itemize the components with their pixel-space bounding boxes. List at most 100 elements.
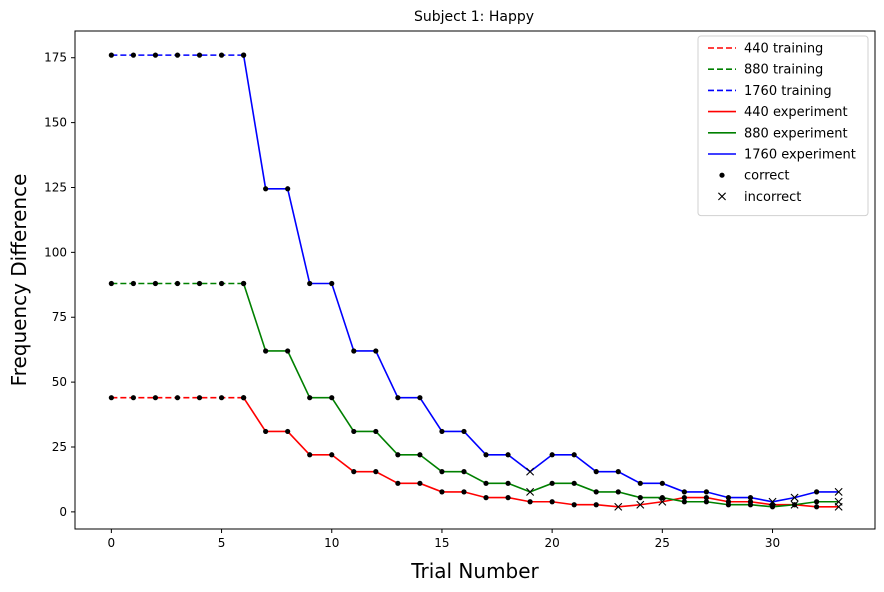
point-correct — [505, 494, 511, 501]
point-correct — [174, 280, 181, 287]
point-incorrect — [834, 487, 843, 496]
point-incorrect-stroke — [614, 502, 623, 511]
point-incorrect — [614, 502, 623, 511]
plot-area — [108, 52, 843, 511]
series-line-440-experiment — [242, 397, 839, 508]
point-correct — [240, 280, 247, 287]
point-correct — [747, 494, 754, 501]
point-correct — [615, 489, 621, 495]
point-correct — [329, 452, 335, 458]
point-correct — [108, 395, 114, 401]
legend: 440 training 880 training 1760 training 440… — [697, 35, 869, 217]
y-tick-label: 100 — [44, 245, 67, 259]
point-correct — [395, 452, 401, 458]
point-correct — [285, 348, 291, 354]
point-correct — [108, 280, 114, 287]
y-axis-label: Frequency Difference — [7, 174, 31, 387]
point-correct — [439, 428, 445, 435]
point-correct — [152, 280, 159, 287]
point-correct — [373, 348, 379, 354]
point-correct — [351, 348, 357, 354]
point-incorrect-stroke — [526, 467, 535, 476]
x-tick-label: 30 — [765, 536, 780, 550]
point-correct — [747, 502, 754, 508]
point-correct — [571, 480, 577, 486]
point-correct — [703, 494, 710, 501]
point-correct — [791, 502, 798, 508]
point-correct — [725, 502, 732, 508]
legend-label: incorrect — [744, 190, 801, 205]
point-correct — [461, 469, 467, 475]
point-correct — [218, 395, 225, 401]
point-correct — [681, 494, 687, 501]
legend-handle-x — [718, 192, 726, 201]
x-axis-label: Trial Number — [410, 559, 539, 583]
legend-label: 1760 experiment — [744, 148, 856, 163]
point-incorrect-stroke — [526, 487, 535, 496]
point-incorrect — [768, 497, 777, 506]
point-correct — [174, 52, 181, 58]
point-correct — [813, 499, 820, 505]
point-incorrect — [636, 500, 645, 509]
point-incorrect-stroke — [658, 497, 667, 506]
y-tick-label: 175 — [44, 51, 67, 65]
point-correct — [218, 280, 225, 287]
point-correct — [769, 504, 776, 510]
point-correct — [571, 452, 577, 458]
point-correct — [681, 499, 687, 505]
point-correct — [263, 186, 269, 192]
point-correct — [593, 489, 599, 495]
point-correct — [130, 52, 137, 58]
point-incorrect-stroke — [790, 493, 799, 502]
point-correct — [329, 395, 335, 401]
point-incorrect — [526, 487, 535, 496]
point-correct — [703, 499, 710, 505]
point-correct — [659, 494, 665, 501]
legend-label: 440 training — [744, 42, 823, 57]
point-correct — [483, 480, 489, 486]
point-correct — [637, 494, 643, 501]
legend-label: correct — [744, 169, 790, 184]
point-incorrect — [790, 493, 799, 502]
legend-handle-dot — [719, 172, 725, 178]
point-correct — [285, 428, 291, 435]
x-tick-label: 15 — [434, 536, 449, 550]
point-incorrect — [834, 497, 843, 506]
point-correct — [439, 489, 445, 495]
point-correct — [461, 489, 467, 495]
point-correct — [218, 52, 225, 58]
legend-box — [697, 35, 869, 217]
point-correct — [351, 469, 357, 475]
point-correct — [813, 489, 820, 495]
point-correct — [108, 52, 114, 58]
y-tick-label: 25 — [52, 440, 67, 454]
point-correct — [593, 469, 599, 475]
y-tick-label: 125 — [44, 180, 67, 194]
point-correct — [593, 502, 599, 508]
point-correct — [263, 348, 269, 354]
point-correct — [130, 395, 137, 401]
x-tick-label: 20 — [544, 536, 559, 550]
point-incorrect — [658, 497, 667, 506]
point-correct — [196, 52, 203, 58]
point-incorrect-stroke — [834, 497, 843, 506]
point-correct — [285, 186, 291, 192]
point-correct — [329, 280, 335, 287]
point-correct — [615, 469, 621, 475]
point-correct — [483, 494, 489, 501]
point-correct — [307, 452, 313, 458]
point-correct — [240, 395, 247, 401]
x-tick-label: 5 — [218, 536, 226, 550]
point-correct — [681, 489, 687, 495]
x-tick-label: 10 — [324, 536, 339, 550]
point-correct — [571, 502, 577, 508]
point-correct — [196, 395, 203, 401]
legend-label: 1760 training — [744, 84, 832, 99]
y-tick-label: 150 — [44, 116, 67, 130]
point-correct — [263, 428, 269, 435]
legend-label: 880 training — [744, 63, 823, 78]
point-correct — [307, 395, 313, 401]
point-correct — [373, 469, 379, 475]
legend-label: 880 experiment — [744, 126, 848, 141]
